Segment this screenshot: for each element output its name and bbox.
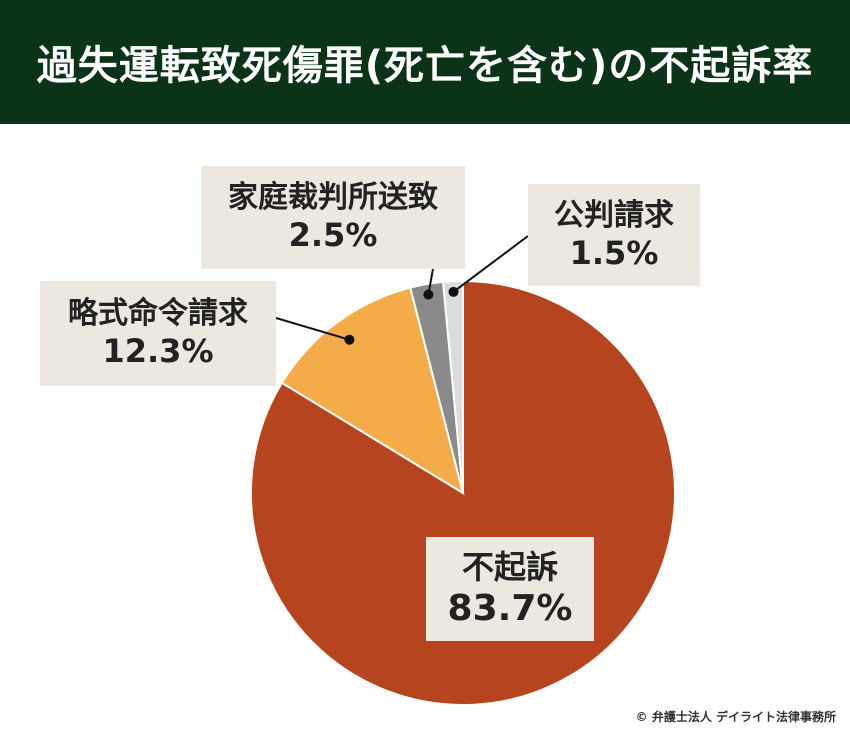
label-box-kohan: 公判請求 1.5%	[528, 184, 700, 286]
slice-ryakushiki	[280, 286, 465, 496]
slice-label-value: 83.7%	[447, 587, 573, 629]
label-box-fukiso: 不起訴 83.7%	[426, 537, 594, 641]
label-box-kasai: 家庭裁判所送致 2.5%	[201, 166, 465, 269]
slice-label-name: 不起訴	[461, 548, 558, 587]
leader-dot	[423, 289, 434, 300]
leader-line	[275, 317, 350, 341]
pie-slices	[250, 279, 676, 706]
leader-dot	[344, 334, 355, 345]
leader-lines	[275, 235, 529, 345]
slice-label-value: 2.5%	[288, 216, 378, 255]
copyright-credit: © 弁護士法人 デイライト法律事務所	[635, 710, 836, 724]
slice-label-name: 略式命令請求	[68, 296, 248, 332]
leader-line	[452, 235, 529, 293]
slice-label-name: 公判請求	[554, 197, 674, 233]
leader-dot	[448, 286, 459, 297]
label-box-ryakushiki: 略式命令請求 12.3%	[40, 281, 276, 386]
slice-label-value: 1.5%	[569, 233, 659, 272]
chart-title: 過失運転致死傷罪(死亡を含む)の不起訴率	[36, 43, 814, 89]
slice-label-name: 家庭裁判所送致	[228, 180, 438, 216]
slice-label-value: 12.3%	[102, 332, 214, 371]
title-banner: 過失運転致死傷罪(死亡を含む)の不起訴率	[0, 0, 850, 124]
slice-kohan	[441, 279, 464, 494]
